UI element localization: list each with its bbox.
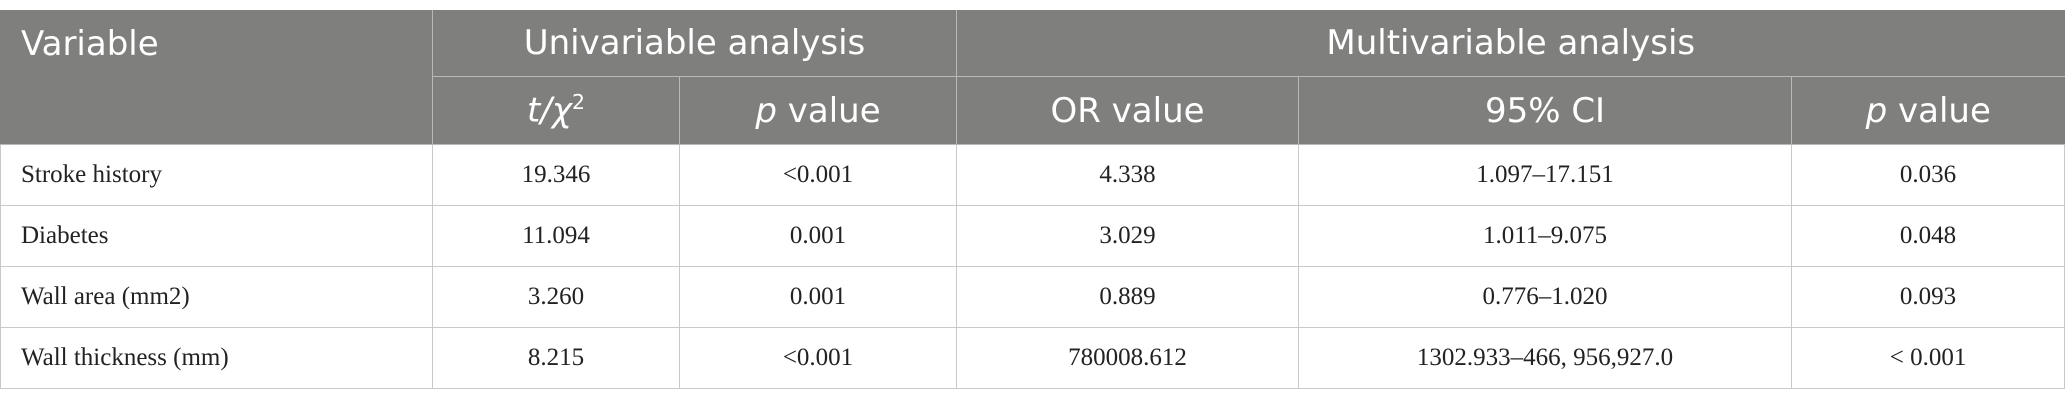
cell: 3.260: [432, 266, 680, 328]
cell: 0.001: [678, 266, 958, 328]
table-row: Wall thickness (mm) 8.215 <0.001 780008.612…: [0, 327, 2066, 389]
header-row: Variable Univariable analysis Multivaria…: [0, 10, 2065, 145]
cell: 4.338: [956, 144, 1300, 206]
cell: 0.093: [1791, 266, 2066, 328]
row-label: Wall thickness (mm): [0, 327, 433, 389]
cell: 11.094: [432, 205, 680, 267]
header-cell: Variable: [0, 10, 433, 145]
cell: 1302.933–466, 956,927.0: [1298, 327, 1793, 389]
cell: < 0.001: [1791, 327, 2066, 389]
cell: 3.029: [956, 205, 1300, 267]
cell: <0.001: [678, 327, 958, 389]
row-label: Stroke history: [0, 144, 433, 206]
table-row: Stroke history 19.346 <0.001 4.338 1.097–17.…: [0, 144, 2066, 206]
cell: 8.215: [432, 327, 680, 389]
column-header: p value: [1791, 76, 2065, 145]
header-text: 95% CI: [1484, 90, 1606, 131]
header-text: value: [1887, 90, 1991, 131]
cell: 1.011–9.075: [1298, 205, 1793, 267]
results-table: Variable Univariable analysis Multivaria…: [0, 10, 2066, 389]
header-text: 2: [571, 90, 585, 115]
cell: <0.001: [678, 144, 958, 206]
cell: 0.776–1.020: [1298, 266, 1793, 328]
table-row: Diabetes 11.094 0.001 3.029 1.011–9.075 0.048: [0, 205, 2066, 267]
cell: 780008.612: [956, 327, 1300, 389]
header-text: p: [1865, 90, 1888, 131]
cell: 0.889: [956, 266, 1300, 328]
column-header: OR value: [956, 76, 1299, 145]
table-row: Wall area (mm2) 3.260 0.001 0.889 0.776–1.02…: [0, 266, 2066, 328]
column-header: t/χ2: [432, 76, 680, 145]
cell: 19.346: [432, 144, 680, 206]
cell: 0.048: [1791, 205, 2066, 267]
cell: 0.001: [678, 205, 958, 267]
column-header: p value: [678, 76, 957, 145]
cell: 1.097–17.151: [1298, 144, 1793, 206]
header-text: t/χ: [527, 90, 572, 131]
header-text: OR value: [1050, 90, 1205, 131]
group-header: Multivariable analysis: [956, 10, 2065, 77]
group-header: Univariable analysis: [431, 10, 957, 77]
header-text: p: [755, 90, 777, 131]
row-label: Diabetes: [0, 205, 433, 267]
table-body: Stroke history 19.346 <0.001 4.338 1.097–17.…: [0, 144, 2066, 389]
header-text: value: [776, 90, 881, 131]
header-row: t/χ2 p value OR value 95% CI p value: [1, 76, 2065, 145]
cell: 0.036: [1791, 144, 2066, 206]
column-header: 95% CI: [1298, 76, 1792, 145]
row-label: Wall area (mm2): [0, 266, 433, 328]
